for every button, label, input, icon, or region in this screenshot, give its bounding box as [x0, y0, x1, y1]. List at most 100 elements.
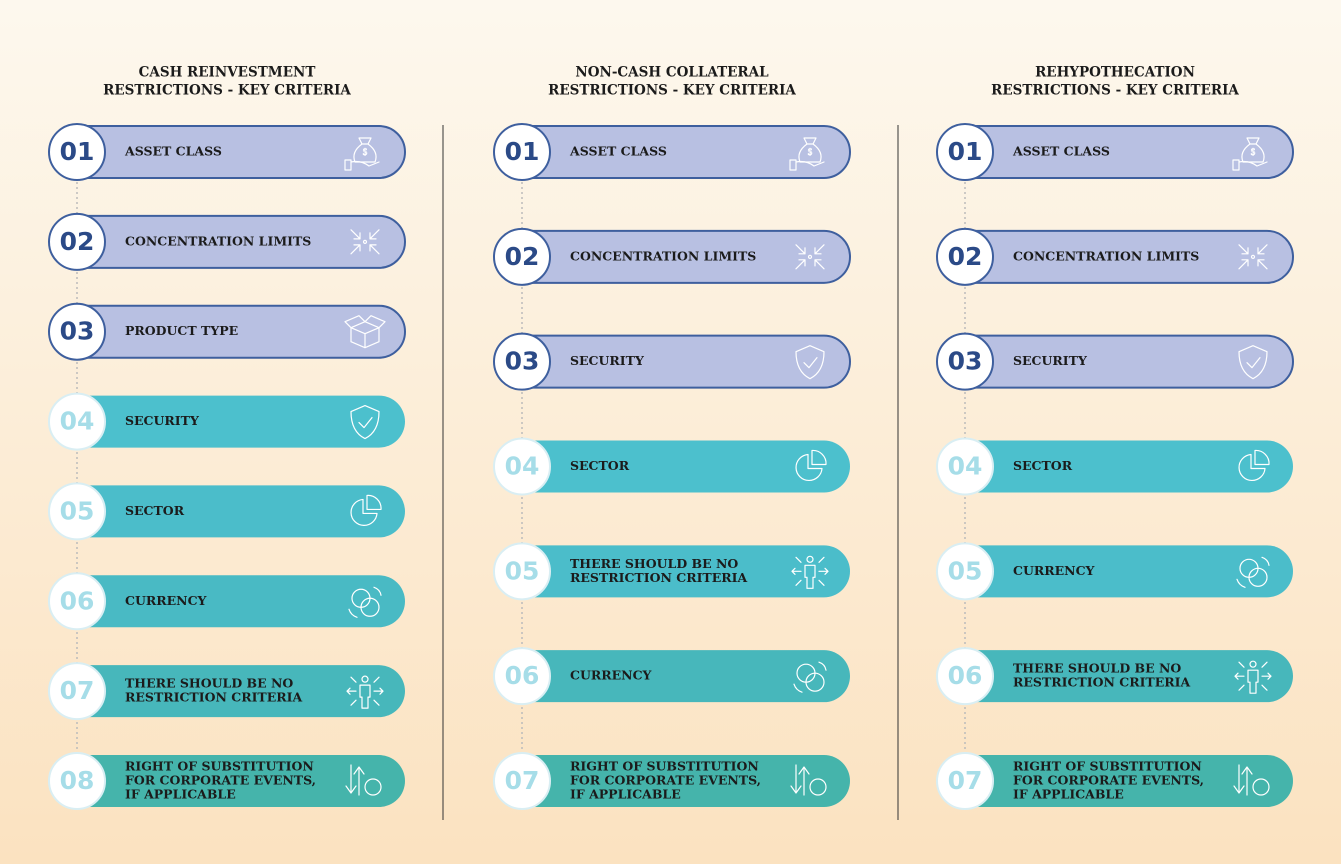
item-number: 05 — [505, 556, 540, 585]
item-number: 06 — [505, 661, 540, 690]
icon-shape — [1249, 660, 1257, 668]
icon-shape — [360, 597, 380, 617]
number-badge — [493, 123, 551, 181]
item-label: SECURITY — [1013, 353, 1088, 368]
icon-shape — [805, 672, 825, 692]
item-number: 04 — [948, 452, 983, 481]
icon-shape — [809, 778, 827, 796]
item-label: RIGHT OF SUBSTITUTION — [1013, 759, 1202, 774]
item-icon: $ — [1232, 137, 1268, 171]
criterion-pill — [499, 125, 851, 179]
icon-shape — [364, 778, 382, 796]
icon-shape — [350, 404, 380, 440]
item-label: PRODUCT TYPE — [125, 323, 238, 338]
item-label: THERE SHOULD BE NO — [1013, 661, 1181, 676]
item-number: 07 — [505, 766, 540, 795]
icon-shape — [798, 137, 822, 163]
criterion-pill — [500, 545, 850, 598]
item-icon — [350, 229, 380, 255]
icon-shape — [1238, 449, 1270, 481]
item-label: ASSET CLASS — [569, 144, 667, 159]
column-title: RESTRICTIONS - KEY CRITERIA — [991, 83, 1239, 99]
item-label: RESTRICTION CRITERIA — [570, 570, 747, 585]
number-badge — [48, 572, 106, 631]
item-icon — [344, 315, 386, 349]
item-label: CURRENCY — [125, 593, 208, 608]
criterion-pill — [500, 755, 850, 807]
icon-shape — [793, 661, 827, 693]
icon-shape — [353, 137, 377, 163]
item-label: CURRENCY — [1013, 563, 1096, 578]
icon-shape — [1234, 661, 1272, 694]
criterion-pill — [55, 575, 405, 628]
criterion-pill — [55, 485, 405, 538]
item-label: SECTOR — [1013, 458, 1073, 473]
number-badge — [936, 542, 994, 601]
criterion-pill — [943, 755, 1293, 807]
item-icon — [1238, 449, 1270, 481]
number-badge — [48, 662, 106, 721]
item-number: 01 — [505, 137, 540, 166]
item-icon — [346, 675, 384, 709]
item-number: 02 — [505, 242, 540, 271]
icon-shape — [345, 764, 365, 796]
number-badge — [493, 332, 551, 391]
number-badge — [936, 123, 994, 181]
item-number: 08 — [60, 766, 95, 795]
number-badge — [493, 542, 551, 601]
item-label: ASSET CLASS — [1012, 144, 1110, 159]
column-title: REHYPOTHECATION — [1035, 65, 1195, 81]
item-icon — [1236, 556, 1270, 588]
icon-shape — [1232, 159, 1268, 171]
item-label: FOR CORPORATE EVENTS, — [570, 773, 761, 788]
column-title: RESTRICTIONS - KEY CRITERIA — [548, 83, 796, 99]
criterion-pill — [500, 440, 850, 493]
number-badge — [493, 437, 551, 496]
item-label: RIGHT OF SUBSTITUTION — [125, 759, 314, 774]
criterion-pill — [943, 545, 1293, 598]
item-number: 06 — [948, 661, 983, 690]
item-icon — [790, 764, 827, 796]
item-number: 05 — [60, 496, 95, 525]
icon-shape — [362, 239, 368, 244]
item-label: SECURITY — [125, 413, 200, 428]
number-badge — [936, 437, 994, 496]
item-number: 07 — [60, 676, 95, 705]
item-label: RESTRICTION CRITERIA — [125, 690, 302, 705]
icon-shape — [350, 494, 382, 526]
item-icon: $ — [344, 137, 380, 171]
item-icon — [795, 449, 827, 481]
item-number: 03 — [948, 347, 983, 376]
icon-shape — [350, 229, 380, 255]
item-icon — [350, 494, 382, 526]
number-badge — [493, 647, 551, 706]
item-icon — [1233, 764, 1270, 796]
number-badge — [936, 647, 994, 706]
item-number: 05 — [948, 556, 983, 585]
criterion-pill — [500, 650, 850, 703]
item-number: 01 — [948, 137, 983, 166]
icon-shape — [1238, 345, 1268, 380]
icon-shape — [806, 555, 814, 563]
item-icon — [350, 404, 380, 440]
item-number: 03 — [505, 347, 540, 376]
number-badge — [48, 752, 106, 810]
item-label: RESTRICTION CRITERIA — [1013, 675, 1190, 690]
item-label: IF APPLICABLE — [125, 787, 236, 802]
number-badge — [493, 227, 551, 286]
item-label: SECTOR — [570, 458, 630, 473]
criterion-pill — [54, 125, 406, 179]
icon-shape — [795, 449, 827, 481]
icon-shape — [1238, 244, 1268, 270]
criterion-pill — [55, 755, 405, 807]
icon-shape — [1252, 778, 1270, 796]
item-label: SECTOR — [125, 503, 185, 518]
item-number: 07 — [948, 766, 983, 795]
icon-shape — [790, 764, 810, 796]
item-icon — [793, 661, 827, 693]
item-label: CONCENTRATION LIMITS — [570, 248, 756, 263]
icon-shape — [789, 159, 825, 171]
number-badge — [48, 212, 106, 271]
item-label: THERE SHOULD BE NO — [570, 556, 738, 571]
